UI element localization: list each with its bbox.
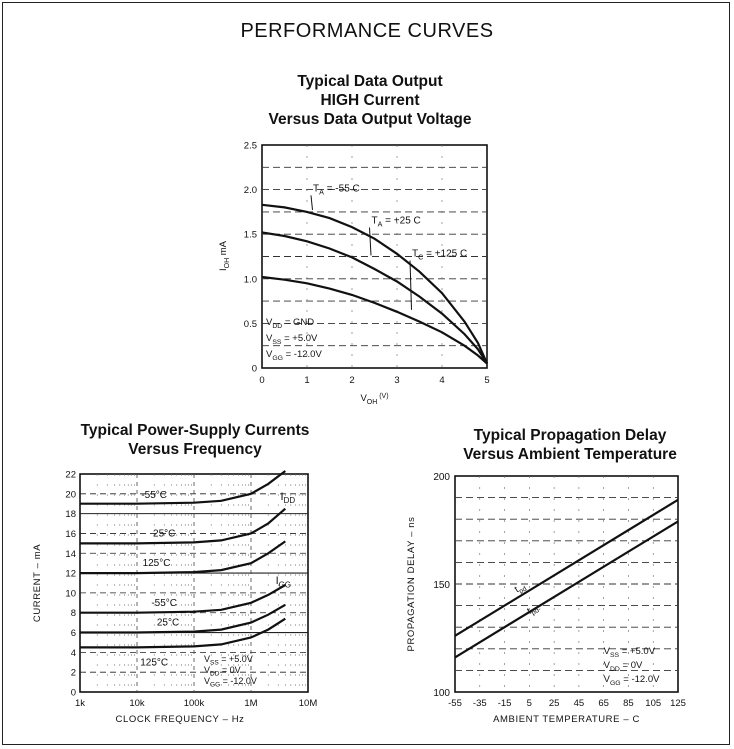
chart3-y-tick-label: 150 — [433, 580, 450, 591]
chart1-x-axis-label: VOH (V) — [360, 393, 388, 406]
chart1-curve-label: TA = +25 C — [372, 215, 421, 228]
chart1-series-line — [261, 231, 488, 365]
chart2-series-line — [80, 540, 286, 575]
chart1-y-axis-label: IOH mA — [218, 240, 231, 271]
chart3-title-line2: Versus Ambient Temperature — [463, 446, 677, 463]
chart2-series-line — [80, 470, 286, 505]
chart1-label-pointer — [409, 260, 412, 310]
chart1-title-line3: Versus Data Output Voltage — [268, 111, 472, 128]
chart2-condition-text: VDD = 0V — [204, 665, 241, 678]
chart1-x-tick-label: 0 — [259, 375, 264, 386]
chart2-condition-text: VSS = +5.0V — [204, 654, 253, 667]
chart2-y-tick-label: 10 — [65, 588, 76, 599]
chart1-y-tick-label: 2.0 — [244, 185, 257, 196]
chart1-y-tick-label: 0 — [252, 364, 257, 375]
chart3-curve-label: tpd- — [525, 601, 542, 618]
page-title: PERFORMANCE CURVES — [240, 20, 494, 42]
chart3-x-tick-label: 85 — [623, 698, 634, 709]
chart3-condition-text: VSS = +5.0V — [604, 646, 656, 659]
chart2-series-line — [80, 507, 287, 545]
chart2-x-tick-label: 1M — [244, 698, 257, 709]
chart1-title-line2: HIGH Current — [320, 92, 420, 109]
chart2-curve-label: 25°C — [153, 528, 175, 539]
chart2-title: Typical Power-Supply Currents Versus Fre… — [40, 421, 350, 459]
chart3-condition-text: VGG = -12.0V — [604, 674, 660, 687]
chart1-condition-text: VDD = GND — [266, 317, 314, 330]
chart3-title-line1: Typical Propagation Delay — [473, 427, 667, 444]
chart2-series-line — [80, 617, 286, 649]
chart2-y-tick-label: 14 — [65, 549, 76, 560]
chart1-y-tick-label: 1.0 — [244, 274, 257, 285]
chart3-x-tick-label: 25 — [549, 698, 560, 709]
chart2-curve-label: 125°C — [140, 657, 168, 668]
chart3-y-tick-label: 200 — [433, 472, 450, 483]
chart3-x-tick-label: -55 — [448, 698, 462, 709]
chart2-y-tick-label: 2 — [71, 668, 76, 679]
chart3-title: Typical Propagation Delay Versus Ambient… — [420, 426, 720, 464]
chart2-y-axis-label: CURRENT – mA — [32, 544, 43, 622]
chart2-x-tick-label: 10M — [299, 698, 318, 709]
chart1-condition-text: VGG = -12.0V — [266, 349, 322, 362]
chart3-series-line — [454, 520, 679, 659]
chart2-y-tick-label: 0 — [71, 688, 76, 699]
chart1-condition-text: VSS = +5.0V — [266, 333, 318, 346]
chart2-y-tick-label: 4 — [71, 648, 76, 659]
chart1-label-pointer — [310, 195, 313, 210]
chart1-y-tick-label: 2.5 — [244, 141, 257, 152]
chart2-y-tick-label: 22 — [65, 470, 76, 481]
chart3-x-tick-label: 125 — [670, 698, 686, 709]
chart1-title-line1: Typical Data Output — [297, 73, 443, 90]
chart3-condition-text: VDD = 0V — [604, 660, 643, 673]
chart1-x-tick-label: 5 — [484, 375, 489, 386]
chart2-curve-label: -55°C — [151, 598, 177, 609]
chart3-x-tick-label: 45 — [574, 698, 585, 709]
chart1-y-tick-label: 1.5 — [244, 230, 257, 241]
chart3-y-tick-label: 100 — [433, 688, 450, 699]
chart2-x-tick-label: 100k — [184, 698, 205, 709]
chart2-curve-label: 25°C — [157, 618, 179, 629]
chart3-x-tick-label: -35 — [473, 698, 487, 709]
chart3-y-axis-label: PROPAGATION DELAY – ns — [406, 517, 417, 652]
chart2-title-line2: Versus Frequency — [128, 441, 262, 458]
chart3-x-tick-label: 105 — [645, 698, 661, 709]
chart2-series-line — [80, 603, 286, 634]
chart3-x-tick-label: 5 — [527, 698, 532, 709]
chart2-title-line1: Typical Power-Supply Currents — [80, 422, 310, 439]
chart1-series-line — [261, 203, 489, 364]
chart1-x-tick-label: 2 — [349, 375, 354, 386]
chart1-x-tick-label: 3 — [394, 375, 399, 386]
chart1-curve-label: TA = -55 C — [313, 183, 360, 196]
chart1-series-line — [261, 275, 488, 365]
chart2-x-axis-label: CLOCK FREQUENCY – Hz — [115, 714, 244, 725]
chart1-x-tick-label: 4 — [439, 375, 444, 386]
chart2-curve-label: 125°C — [143, 558, 171, 569]
chart2-y-tick-label: 18 — [65, 509, 76, 520]
chart2-group-label: IGG — [276, 575, 291, 589]
chart2-group-label: IDD — [281, 491, 296, 505]
chart2-x-tick-label: 1k — [75, 698, 85, 709]
chart2-series-line — [80, 584, 286, 614]
chart1-x-tick-label: 1 — [304, 375, 309, 386]
chart2-y-tick-label: 6 — [71, 628, 76, 639]
chart3-x-tick-label: 65 — [598, 698, 609, 709]
chart2-curve-label: -55°C — [141, 490, 167, 501]
chart2-x-tick-label: 10k — [129, 698, 145, 709]
chart1-label-pointer — [369, 227, 372, 256]
chart2-condition-text: VGG = -12.0V — [204, 676, 257, 689]
chart2-y-tick-label: 12 — [65, 569, 76, 580]
chart1-y-tick-label: 0.5 — [244, 319, 257, 330]
chart1-curve-label: TC = +125 C — [412, 249, 467, 262]
chart2-y-tick-label: 8 — [71, 608, 76, 619]
chart3-curve-label: tpd — [513, 580, 529, 596]
chart3-x-axis-label: AMBIENT TEMPERATURE – C — [493, 714, 640, 725]
chart3-series-line — [454, 498, 679, 637]
chart1-title: Typical Data Output HIGH Current Versus … — [220, 72, 520, 129]
chart2-y-tick-label: 16 — [65, 529, 76, 540]
chart3-x-tick-label: -15 — [498, 698, 512, 709]
chart2-y-tick-label: 20 — [65, 489, 76, 500]
